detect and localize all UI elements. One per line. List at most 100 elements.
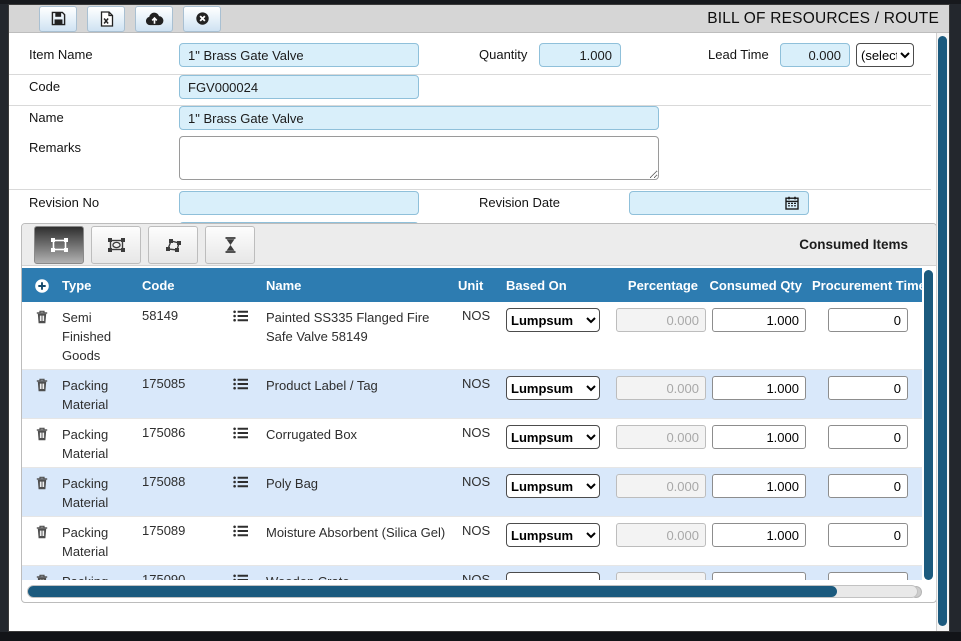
scrollbar-thumb[interactable]	[924, 270, 933, 580]
item-list-icon[interactable]	[224, 574, 258, 580]
row-unit: NOS	[462, 523, 491, 538]
table-row: Packing Material 175085 Product Label / …	[22, 370, 922, 419]
row-name: Wooden Crate	[258, 572, 456, 580]
item-list-icon[interactable]	[224, 476, 258, 488]
header-percentage: Percentage	[627, 277, 698, 293]
save-button[interactable]	[39, 5, 77, 32]
item-name-label: Item Name	[29, 47, 93, 62]
consumed-qty-input[interactable]	[712, 376, 806, 400]
item-list-icon[interactable]	[224, 427, 258, 439]
percentage-input	[616, 474, 706, 498]
based-on-select[interactable]: Lumpsum	[506, 474, 600, 498]
floppy-disk-icon	[51, 11, 66, 26]
procurement-time-input[interactable]	[828, 308, 908, 332]
row-unit: NOS	[462, 572, 491, 580]
header-consumed-qty: Consumed Qty	[709, 277, 802, 293]
row-name: Moisture Absorbent (Silica Gel)	[266, 525, 446, 540]
procurement-time-input[interactable]	[828, 474, 908, 498]
row-unit: NOS	[462, 425, 491, 440]
row-code: 175090	[142, 572, 186, 580]
delete-row-icon[interactable]	[22, 476, 62, 490]
item-form: Item Name Quantity Lead Time (select Cod…	[9, 33, 949, 251]
delete-row-icon[interactable]	[22, 378, 62, 392]
row-type: Packing Material	[62, 572, 134, 580]
tab-3[interactable]	[148, 225, 198, 264]
table-header-row: Type Code Name Unit Based On Percentage …	[22, 268, 922, 302]
hourglass-icon	[224, 236, 237, 253]
table-row: Packing Material 175090 Wooden Crate NOS…	[22, 566, 922, 580]
header-name: Name	[266, 277, 302, 293]
revision-date-field	[629, 191, 809, 215]
row-type: Packing Material	[62, 427, 109, 461]
based-on-select[interactable]: Lumpsum	[506, 425, 600, 449]
tab-2[interactable]	[91, 225, 141, 264]
based-on-select[interactable]: Lumpsum	[506, 376, 600, 400]
remarks-textarea[interactable]	[179, 136, 659, 180]
excel-file-icon	[99, 10, 114, 27]
based-on-select[interactable]: Lumpsum	[506, 572, 600, 580]
based-on-select[interactable]: Lumpsum	[506, 308, 600, 332]
delete-row-icon[interactable]	[22, 310, 62, 324]
tab-1[interactable]	[34, 225, 84, 264]
consumed-qty-input[interactable]	[712, 523, 806, 547]
revision-date-label: Revision Date	[479, 195, 560, 210]
window-vertical-scrollbar[interactable]	[936, 33, 949, 631]
divider	[9, 74, 931, 75]
selection-frame-icon	[50, 237, 69, 253]
percentage-input	[616, 308, 706, 332]
delete-row-icon[interactable]	[22, 427, 62, 441]
tab-strip: Consumed Items	[22, 224, 936, 266]
section-title: Consumed Items	[799, 237, 908, 252]
revision-no-input[interactable]	[179, 191, 419, 215]
based-on-select[interactable]: Lumpsum	[506, 523, 600, 547]
revision-date-input[interactable]	[629, 191, 809, 215]
export-excel-button[interactable]	[87, 5, 125, 32]
procurement-time-input[interactable]	[828, 425, 908, 449]
row-type: Packing Material	[62, 378, 109, 412]
consumed-qty-input[interactable]	[712, 308, 806, 332]
upload-button[interactable]	[135, 5, 173, 32]
consumed-qty-input[interactable]	[712, 474, 806, 498]
item-list-icon[interactable]	[224, 525, 258, 537]
table-row: Packing Material 175089 Moisture Absorbe…	[22, 517, 922, 566]
delete-row-icon[interactable]	[22, 574, 62, 580]
procurement-time-input[interactable]	[828, 572, 908, 580]
row-code: 175086	[142, 425, 186, 440]
header-spacer	[224, 284, 258, 286]
tab-4[interactable]	[205, 225, 255, 264]
consumed-qty-input[interactable]	[712, 572, 806, 580]
percentage-input	[616, 425, 706, 449]
row-name: Painted SS335 Flanged Fire Safe Valve 58…	[266, 310, 430, 344]
item-list-icon[interactable]	[224, 378, 258, 390]
consumed-qty-input[interactable]	[712, 425, 806, 449]
percentage-input	[616, 523, 706, 547]
lead-time-unit-select[interactable]: (select	[856, 43, 914, 67]
table-horizontal-scrollbar[interactable]	[27, 585, 918, 598]
header-procurement-time: Procurement Time (i	[812, 277, 922, 293]
table-vertical-scrollbar[interactable]	[924, 270, 933, 580]
quantity-input[interactable]	[539, 43, 621, 67]
item-list-icon[interactable]	[224, 310, 258, 322]
code-input[interactable]	[179, 75, 419, 99]
frame-ellipse-icon	[107, 237, 126, 253]
code-label: Code	[29, 79, 61, 94]
row-code: 58149	[142, 308, 179, 323]
lead-time-input[interactable]	[780, 43, 850, 67]
consumed-items-panel: Consumed Items Type Code Name Unit Based…	[21, 223, 937, 603]
consumed-items-table: Type Code Name Unit Based On Percentage …	[22, 268, 922, 580]
delete-row-icon[interactable]	[22, 525, 62, 539]
header-code: Code	[142, 277, 175, 293]
procurement-time-input[interactable]	[828, 376, 908, 400]
calendar-icon[interactable]	[785, 196, 799, 210]
add-row-icon[interactable]	[22, 276, 62, 294]
item-name-input[interactable]	[179, 43, 419, 67]
scrollbar-thumb[interactable]	[28, 586, 837, 597]
remarks-label: Remarks	[29, 140, 82, 155]
close-button[interactable]	[183, 5, 221, 32]
divider	[9, 189, 931, 190]
name-label: Name	[29, 110, 64, 125]
procurement-time-input[interactable]	[828, 523, 908, 547]
scrollbar-thumb[interactable]	[938, 36, 947, 626]
table-body: Semi Finished Goods 58149 Painted SS335 …	[22, 302, 922, 580]
name-input[interactable]	[179, 106, 659, 130]
